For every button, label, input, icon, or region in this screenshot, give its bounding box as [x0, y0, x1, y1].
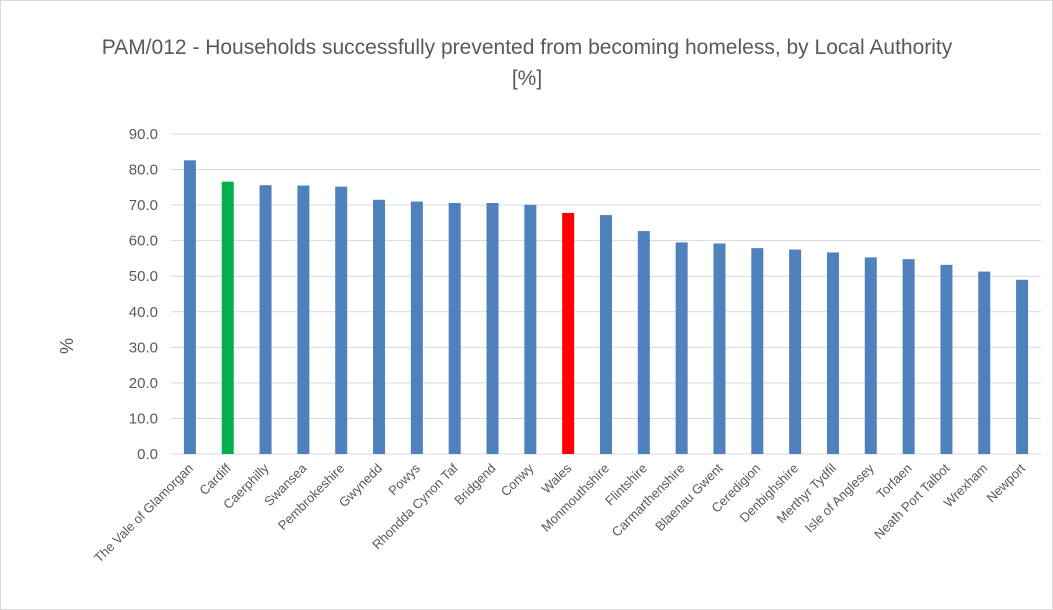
chart-title-line2: [%]	[512, 67, 542, 90]
bar-denbighshire	[789, 249, 802, 454]
y-tick-label: 20.0	[129, 375, 158, 392]
bar-torfaen	[902, 259, 915, 454]
bar-pembrokeshire	[335, 186, 348, 454]
bar-powys	[410, 201, 423, 454]
y-tick-label: 70.0	[129, 197, 158, 214]
bar-swansea	[297, 185, 310, 455]
bar-the-vale-of-glamorgan	[183, 160, 196, 455]
x-tick-label: Blaenau Gwent	[652, 460, 726, 534]
x-tick-label: Conwy	[498, 460, 537, 499]
bar-caerphilly	[259, 185, 272, 454]
x-tick-label: Newport	[983, 460, 1028, 505]
y-axis-label: %	[57, 338, 77, 354]
bar-conwy	[524, 204, 537, 454]
bar-monmouthshire	[600, 215, 612, 454]
bar-newport	[1016, 279, 1029, 454]
bar-gwynedd	[373, 199, 386, 454]
bar-wales	[562, 212, 575, 454]
x-tick-label: Pembrokeshire	[275, 461, 347, 533]
bar-neath-port-talbot	[940, 264, 953, 454]
bar-ceredigion	[751, 248, 764, 454]
bar-rhondda-cynon-taf	[448, 202, 461, 454]
bar-blaenau-gwent	[713, 243, 726, 454]
y-axis-ticks: 0.0 10.0 20.0 30.0 40.0 50.0 60.0 70.0 80.0 90.0	[129, 126, 158, 463]
y-tick-label: 10.0	[129, 410, 158, 427]
y-tick-label: 30.0	[129, 339, 158, 356]
y-tick-label: 0.0	[137, 446, 158, 463]
y-tick-label: 80.0	[129, 162, 158, 179]
bar-bridgend	[486, 202, 499, 454]
y-tick-label: 40.0	[129, 304, 158, 321]
bar-isle-of-anglesey	[864, 257, 877, 454]
x-tick-label: Isle of Anglesey	[802, 460, 877, 535]
chart-title-line1: PAM/012 - Households successfully preven…	[102, 36, 953, 59]
bars	[183, 160, 1029, 455]
x-tick-label: The Vale of Glamorgan	[91, 461, 196, 566]
y-tick-label: 90.0	[129, 126, 158, 143]
y-tick-label: 60.0	[129, 233, 158, 250]
bar-flintshire	[637, 231, 650, 454]
x-tick-label: Bridgend	[451, 461, 498, 508]
x-axis-labels: The Vale of Glamorgan CardiffCaerphillySw…	[91, 460, 1028, 566]
bar-carmarthenshire	[675, 242, 688, 454]
y-tick-label: 50.0	[129, 268, 158, 285]
bar-wrexham	[978, 271, 991, 454]
bar-merthyr-tydfil	[826, 252, 839, 454]
x-tick-label: Wales	[538, 460, 574, 496]
bar-cardiff	[221, 181, 234, 454]
